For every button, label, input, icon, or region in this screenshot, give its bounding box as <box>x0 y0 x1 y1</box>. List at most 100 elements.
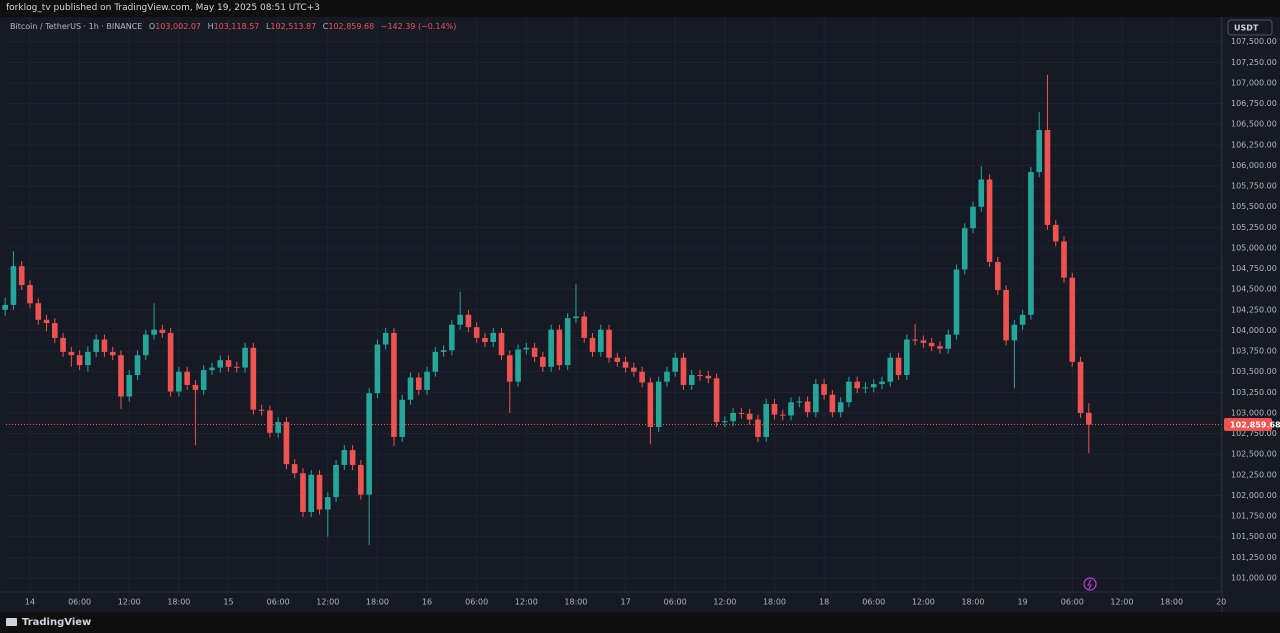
alert-bolt <box>1087 579 1092 590</box>
candle-body <box>506 355 513 382</box>
candle-body <box>134 355 141 376</box>
candle-body <box>738 412 745 414</box>
candle-body <box>233 366 240 368</box>
candle-body <box>490 332 497 343</box>
y-tick-label: 102,500.00 <box>1231 450 1277 459</box>
y-tick-label: 105,250.00 <box>1231 223 1277 232</box>
x-tick-label: 06:00 <box>68 598 91 607</box>
candle-body <box>200 370 207 390</box>
candle-body <box>449 324 455 351</box>
y-tick-label: 104,000.00 <box>1231 326 1277 335</box>
candle-body <box>1019 314 1026 325</box>
candle-body <box>366 393 372 495</box>
candle-body <box>515 349 521 382</box>
candle-body <box>52 323 58 338</box>
y-tick-label: 107,500.00 <box>1231 37 1277 46</box>
candle-body <box>473 327 480 338</box>
brand: TradingView <box>22 617 92 628</box>
candle-body <box>10 266 17 305</box>
candle-body <box>159 329 166 333</box>
candle-body <box>126 375 133 397</box>
publish-info: forklog_tv published on TradingView.com,… <box>6 3 320 13</box>
candle-body <box>308 474 315 512</box>
candle-body <box>581 316 588 338</box>
x-tick-label: 16 <box>422 598 432 607</box>
y-tick-label: 105,750.00 <box>1231 182 1277 191</box>
candle-body <box>1028 172 1034 315</box>
y-tick-label: 102,750.00 <box>1231 429 1277 438</box>
candle-body <box>531 347 538 357</box>
ohlc-value: 102,859.68 <box>328 22 374 31</box>
candle-body <box>399 399 406 437</box>
candle-body <box>324 497 331 510</box>
candle-body <box>43 319 50 324</box>
candle-body <box>904 339 910 376</box>
y-tick-label: 101,750.00 <box>1231 512 1277 521</box>
candle-body <box>631 367 637 372</box>
candle-body <box>564 318 571 366</box>
candle-body <box>482 337 488 343</box>
candle-body <box>639 371 645 383</box>
candle-body <box>192 384 199 390</box>
candle-body <box>151 329 157 335</box>
y-tick-label: 103,250.00 <box>1231 388 1277 397</box>
x-tick-label: 12:00 <box>912 598 935 607</box>
candle-body <box>523 347 530 350</box>
candle-body <box>267 410 273 433</box>
candle-body <box>85 351 91 366</box>
y-tick-label: 102,000.00 <box>1231 491 1277 500</box>
candle-body <box>647 382 654 428</box>
candle-body <box>961 228 968 270</box>
x-tick-label: 06:00 <box>465 598 488 607</box>
candle-body <box>730 412 736 422</box>
y-tick-label: 103,000.00 <box>1231 408 1277 417</box>
candle-body <box>283 422 290 465</box>
y-tick-label: 103,500.00 <box>1231 367 1277 376</box>
x-tick-label: 14 <box>25 598 35 607</box>
change: −142.39 (−0.14%) <box>381 22 457 31</box>
candle-body <box>60 337 66 352</box>
candle-body <box>597 329 604 352</box>
candle-body <box>1077 361 1084 413</box>
candle-body <box>589 337 596 352</box>
candle-body <box>995 262 1001 291</box>
x-tick-label: 06:00 <box>1061 598 1084 607</box>
candle-body <box>755 419 761 437</box>
candle-body <box>846 381 852 403</box>
last-price-tag <box>1224 418 1272 432</box>
candle-body <box>167 332 174 392</box>
candle-body <box>779 414 786 416</box>
chart: Bitcoin / TetherUS · 1h · BINANCE O103,0… <box>0 17 1280 612</box>
x-tick-label: 06:00 <box>267 598 290 607</box>
alert-icon[interactable] <box>1083 577 1097 591</box>
y-tick-label: 102,250.00 <box>1231 470 1277 479</box>
candle-body <box>457 314 463 325</box>
candle-body <box>540 356 546 367</box>
candle-body <box>813 384 819 413</box>
candle-body <box>209 367 215 371</box>
x-tick-label: 12:00 <box>1110 598 1133 607</box>
currency-button[interactable] <box>1227 19 1273 36</box>
candle-body <box>1052 224 1059 242</box>
candle-body <box>498 332 505 356</box>
candle-body <box>258 409 265 411</box>
x-tick-label: 18:00 <box>961 598 984 607</box>
y-tick-label: 105,000.00 <box>1231 243 1277 252</box>
y-tick-label: 106,000.00 <box>1231 161 1277 170</box>
candle-body <box>606 329 612 358</box>
candle-body <box>978 179 985 207</box>
x-tick-label: 18:00 <box>167 598 190 607</box>
candle-body <box>788 402 794 416</box>
x-tick-label: 12:00 <box>316 598 339 607</box>
x-tick-label: 19 <box>1018 598 1028 607</box>
logo <box>6 618 17 626</box>
candle-body <box>465 314 472 328</box>
candle-body <box>18 266 25 286</box>
candle-body <box>879 381 885 385</box>
ohlc-prefix: O <box>149 22 155 31</box>
x-tick-label: 17 <box>620 598 630 607</box>
last-price-label: 102,859.68 <box>1230 421 1280 430</box>
candle-body <box>27 285 33 304</box>
y-tick-label: 101,250.00 <box>1231 553 1277 562</box>
y-tick-label: 101,500.00 <box>1231 532 1277 541</box>
